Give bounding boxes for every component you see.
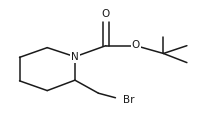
- Text: O: O: [102, 9, 110, 19]
- Text: O: O: [132, 40, 140, 50]
- Text: Br: Br: [123, 95, 134, 105]
- Text: N: N: [71, 52, 79, 62]
